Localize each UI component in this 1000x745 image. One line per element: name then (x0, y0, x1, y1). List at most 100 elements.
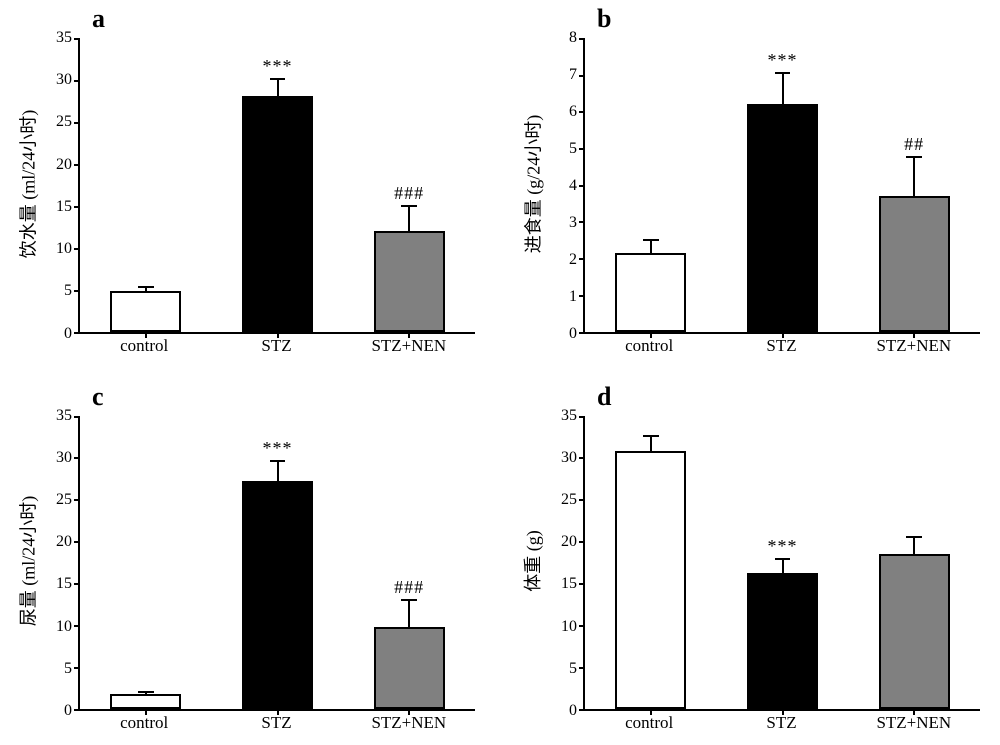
significance-label: ### (394, 183, 424, 204)
xtick-mark (408, 709, 410, 715)
ytick-mark (579, 332, 585, 334)
ytick-label: 25 (561, 491, 577, 509)
ytick-label: 30 (56, 71, 72, 89)
ytick-column: 05101520253035 (44, 38, 78, 334)
ytick-mark (579, 416, 585, 418)
ytick-label: 8 (569, 29, 577, 47)
ytick-column: 05101520253035 (44, 416, 78, 712)
ytick-mark (74, 38, 80, 40)
error-bar-cap (270, 460, 286, 462)
ytick-mark (74, 80, 80, 82)
ytick-label: 15 (561, 575, 577, 593)
ytick-mark (579, 625, 585, 627)
ytick-mark (74, 583, 80, 585)
ytick-label: 5 (64, 282, 72, 300)
ytick-label: 5 (569, 140, 577, 158)
y-axis-label: 体重 (g) (519, 531, 545, 593)
ytick-mark (579, 499, 585, 501)
error-bar (408, 600, 410, 627)
xtick-mark (650, 332, 652, 338)
bars-region: *** ### (78, 38, 475, 334)
bars-region: ***### (78, 416, 475, 712)
figure-grid: a饮水量 (ml/24小时)05101520253035***###contro… (0, 0, 1000, 745)
error-bar-cap (906, 156, 922, 158)
error-bar (913, 157, 915, 196)
ytick-label: 5 (64, 660, 72, 678)
plot-area: 05101520253035***###controlSTZSTZ+NEN (44, 10, 475, 358)
bar (374, 627, 445, 709)
bar (747, 104, 818, 331)
ytick-label: 20 (561, 533, 577, 551)
chart-body: 05101520253035***### (44, 388, 475, 712)
panel-letter: c (92, 382, 104, 412)
bar (747, 573, 818, 709)
y-axis-label: 尿量 (ml/24小时) (14, 496, 40, 627)
bar (242, 481, 313, 709)
ylabel-wrap: 进食量 (g/24小时) (515, 10, 549, 358)
ytick-label: 3 (569, 214, 577, 232)
ytick-column: 012345678 (549, 38, 583, 334)
significance-label: *** (263, 56, 293, 77)
panel-letter: a (92, 4, 105, 34)
ytick-label: 6 (569, 103, 577, 121)
ytick-label: 0 (64, 325, 72, 343)
ytick-mark (579, 148, 585, 150)
ytick-mark (74, 248, 80, 250)
ytick-label: 35 (561, 407, 577, 425)
ytick-label: 2 (569, 251, 577, 269)
ytick-mark (74, 164, 80, 166)
xtick-mark (277, 332, 279, 338)
bar (879, 196, 950, 332)
ytick-label: 25 (56, 491, 72, 509)
error-bar-cap (775, 72, 791, 74)
xtick-mark (782, 332, 784, 338)
ytick-mark (579, 38, 585, 40)
ytick-label: 15 (56, 198, 72, 216)
ytick-label: 10 (56, 240, 72, 258)
error-bar-cap (270, 78, 286, 80)
ylabel-wrap: 饮水量 (ml/24小时) (10, 10, 44, 358)
bar (110, 291, 181, 331)
panel-b: b进食量 (g/24小时)012345678***##controlSTZSTZ… (515, 10, 980, 358)
ytick-mark (74, 416, 80, 418)
error-bar (782, 559, 784, 573)
chart-body: 05101520253035*** (549, 388, 980, 712)
ytick-label: 10 (56, 618, 72, 636)
plot-area: 05101520253035***controlSTZSTZ+NEN (549, 388, 980, 736)
ytick-mark (579, 295, 585, 297)
ytick-label: 1 (569, 288, 577, 306)
ytick-mark (74, 625, 80, 627)
xtick-mark (145, 332, 147, 338)
significance-label: ### (394, 577, 424, 598)
ytick-label: 4 (569, 177, 577, 195)
ytick-mark (74, 332, 80, 334)
ytick-mark (579, 221, 585, 223)
y-axis-label: 饮水量 (ml/24小时) (14, 110, 40, 259)
ytick-mark (74, 499, 80, 501)
ylabel-wrap: 体重 (g) (515, 388, 549, 736)
ytick-label: 25 (56, 113, 72, 131)
ytick-mark (579, 258, 585, 260)
chart-body: 05101520253035***### (44, 10, 475, 334)
significance-label: *** (768, 50, 798, 71)
ytick-label: 15 (56, 575, 72, 593)
error-bar-cap (401, 205, 417, 207)
ytick-label: 30 (561, 449, 577, 467)
xtick-mark (650, 709, 652, 715)
ytick-label: 30 (56, 449, 72, 467)
bar (879, 554, 950, 709)
error-bar-cap (138, 286, 154, 288)
ytick-label: 10 (561, 618, 577, 636)
error-bar (782, 73, 784, 104)
error-bar (650, 436, 652, 451)
ytick-mark (74, 667, 80, 669)
ylabel-wrap: 尿量 (ml/24小时) (10, 388, 44, 736)
bars-region: ***## (583, 38, 980, 334)
error-bar-cap (401, 599, 417, 601)
xtick-mark (408, 332, 410, 338)
panel-a: a饮水量 (ml/24小时)05101520253035***###contro… (10, 10, 475, 358)
ytick-column: 05101520253035 (549, 416, 583, 712)
error-bar-cap (775, 558, 791, 560)
error-bar (277, 461, 279, 481)
error-bar-cap (643, 435, 659, 437)
